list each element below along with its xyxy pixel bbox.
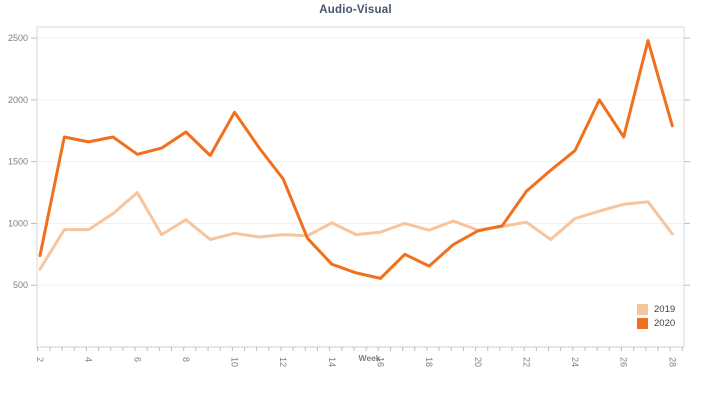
- x-axis-label: 14: [327, 357, 337, 367]
- y-axis-label: 1500: [8, 157, 28, 167]
- x-axis-label: 22: [521, 357, 531, 367]
- legend-label-2020: 2020: [654, 318, 676, 329]
- x-axis-label: 24: [570, 357, 580, 367]
- x-axis-label: 6: [132, 357, 142, 362]
- x-axis-label: 16: [375, 357, 385, 367]
- legend-swatch-2020: [637, 318, 648, 329]
- x-axis-label: 2: [35, 357, 45, 362]
- legend-swatch-2019: [637, 304, 648, 315]
- y-axis-label: 2500: [8, 33, 28, 43]
- x-axis-label: 4: [84, 357, 94, 362]
- legend-label-2019: 2019: [654, 304, 676, 315]
- series-line-2020: [38, 39, 674, 280]
- x-axis-label: 26: [619, 357, 629, 367]
- x-axis-label: 12: [278, 357, 288, 367]
- y-axis-label: 1000: [8, 218, 28, 228]
- plot-area: [36, 26, 685, 348]
- x-axis-label: 8: [181, 357, 191, 362]
- x-axis-label: 28: [667, 357, 677, 367]
- legend-item-2020: 2020: [637, 318, 675, 329]
- x-axis-label: 10: [230, 357, 240, 367]
- y-axis-label: 500: [13, 280, 28, 290]
- x-axis-title: Week: [358, 353, 380, 363]
- series-line-2019: [38, 191, 674, 271]
- x-axis-label: 20: [473, 357, 483, 367]
- x-axis-label: 18: [424, 357, 434, 367]
- legend: 2019 2020: [637, 304, 675, 329]
- legend-item-2019: 2019: [637, 304, 675, 315]
- chart-title: Audio-Visual: [319, 4, 392, 16]
- y-axis-label: 2000: [8, 95, 28, 105]
